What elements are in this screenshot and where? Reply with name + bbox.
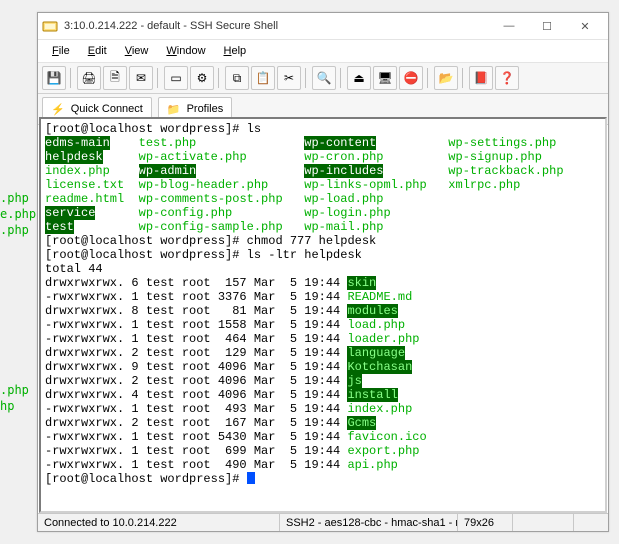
menu-file[interactable]: File	[44, 43, 78, 59]
connect-icon[interactable]: 🖥	[373, 66, 397, 90]
separator	[462, 68, 465, 88]
menu-window[interactable]: Window	[158, 43, 213, 59]
print-icon[interactable]: 🖨	[77, 66, 101, 90]
disconnect-icon[interactable]: ⏏	[347, 66, 371, 90]
status-empty-2	[574, 514, 608, 531]
status-dimensions: 79x26	[458, 514, 513, 531]
separator	[157, 68, 160, 88]
titlebar[interactable]: 3:10.0.214.222 - default - SSH Secure Sh…	[38, 13, 608, 40]
toolbar: 💾 🖨 🗎 ✉ ▭ ⚙ ⧉ 📋 ✂ 🔍 ⏏ 🖥 ⛔ 📂 📕 ❓	[38, 63, 608, 94]
ssh-window: 3:10.0.214.222 - default - SSH Secure Sh…	[37, 12, 609, 532]
menu-view[interactable]: View	[117, 43, 157, 59]
status-connected: Connected to 10.0.214.222	[38, 514, 280, 531]
menu-help[interactable]: Help	[216, 43, 255, 59]
window-controls: — ☐ ✕	[490, 14, 604, 38]
cut-icon[interactable]: ✂	[277, 66, 301, 90]
separator	[340, 68, 343, 88]
terminal[interactable]: [root@localhost wordpress]# ls edms-main…	[39, 117, 607, 513]
properties-icon[interactable]: ⚙	[190, 66, 214, 90]
folder-icon: 📁	[167, 103, 181, 116]
statusbar: Connected to 10.0.214.222 SSH2 - aes128-…	[38, 513, 608, 531]
maximize-button[interactable]: ☐	[528, 14, 566, 38]
paste-icon[interactable]: 📋	[251, 66, 275, 90]
close-button[interactable]: ✕	[566, 14, 604, 38]
new-term-icon[interactable]: ▭	[164, 66, 188, 90]
bolt-icon: ⚡	[51, 103, 65, 116]
menubar: File Edit View Window Help	[38, 40, 608, 63]
profiles-label: Profiles	[187, 103, 224, 115]
quick-connect-label: Quick Connect	[71, 103, 143, 115]
status-cipher: SSH2 - aes128-cbc - hmac-sha1 - no	[280, 514, 458, 531]
separator	[218, 68, 221, 88]
folders-icon[interactable]: 📂	[434, 66, 458, 90]
app-icon	[42, 18, 58, 34]
copy-icon[interactable]: ⧉	[225, 66, 249, 90]
desktop: .php e.php .php .php hp 3:10.0.214.222 -…	[0, 0, 619, 544]
print-preview-icon[interactable]: 🗎	[103, 66, 127, 90]
window-title: 3:10.0.214.222 - default - SSH Secure Sh…	[64, 20, 490, 32]
menu-edit[interactable]: Edit	[80, 43, 115, 59]
context-help-icon[interactable]: ❓	[495, 66, 519, 90]
save-icon[interactable]: 💾	[42, 66, 66, 90]
background-terminal-fragment: .php e.php .php .php hp	[0, 190, 36, 414]
minimize-button[interactable]: —	[490, 14, 528, 38]
find-icon[interactable]: 🔍	[312, 66, 336, 90]
separator	[427, 68, 430, 88]
separator	[305, 68, 308, 88]
mail-icon[interactable]: ✉	[129, 66, 153, 90]
stop-icon[interactable]: ⛔	[399, 66, 423, 90]
status-empty-1	[513, 514, 574, 531]
help-icon[interactable]: 📕	[469, 66, 493, 90]
separator	[70, 68, 73, 88]
